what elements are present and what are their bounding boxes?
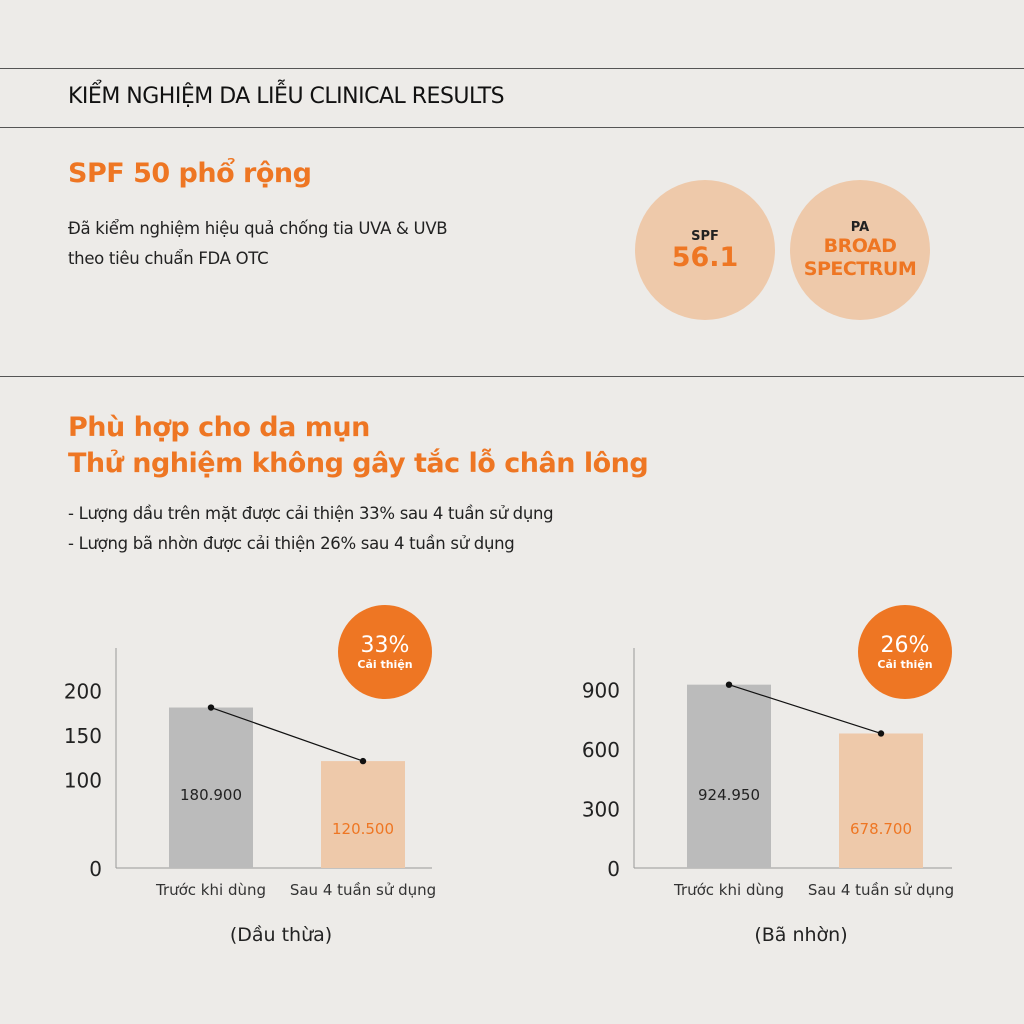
acne-heading-line: Thử nghiệm không gây tắc lỗ chân lông: [68, 448, 649, 479]
divider: [0, 68, 1024, 69]
y-tick-label: 0: [607, 857, 620, 881]
spf-heading: SPF 50 phổ rộng: [68, 158, 312, 189]
spf-badge: SPF 56.1: [635, 180, 775, 320]
improvement-badge-oil: 33% Cải thiện: [338, 605, 432, 699]
y-tick-label: 200: [64, 680, 102, 704]
x-tick-label: Trước khi dùng: [673, 881, 784, 899]
data-point: [359, 757, 367, 765]
y-tick-label: 150: [64, 724, 102, 748]
page-title: KIỂM NGHIỆM DA LIỄU CLINICAL RESULTS: [68, 84, 505, 109]
trend-line: [210, 706, 364, 762]
bar: [839, 733, 923, 868]
acne-bullets: - Lượng dầu trên mặt được cải thiện 33% …: [68, 499, 554, 559]
bar: [169, 707, 253, 868]
bar-value-label: 924.950: [698, 786, 760, 804]
y-tick-label: 0: [89, 857, 102, 881]
y-tick-label: 300: [582, 798, 620, 822]
divider: [0, 376, 1024, 377]
badge-label: Cải thiện: [877, 657, 933, 671]
acne-heading: Phù hợp cho da mụn Thử nghiệm không gây …: [68, 410, 649, 482]
bullet-item: - Lượng dầu trên mặt được cải thiện 33% …: [68, 504, 554, 523]
bar: [321, 761, 405, 868]
pa-badge-value: SPECTRUM: [803, 257, 917, 280]
y-tick-label: 100: [64, 768, 102, 792]
bar: [687, 684, 771, 868]
x-tick-label: Sau 4 tuần sử dụng: [290, 881, 436, 899]
bar-value-label: 678.700: [850, 820, 912, 838]
divider: [0, 127, 1024, 128]
data-point: [877, 730, 885, 737]
spf-badge-label: SPF: [691, 228, 719, 244]
spf-description: Đã kiểm nghiệm hiệu quả chống tia UVA & …: [68, 214, 448, 274]
data-point: [207, 704, 215, 711]
x-tick-label: Trước khi dùng: [155, 881, 266, 899]
badge-value: 26%: [880, 632, 930, 658]
data-point: [725, 681, 733, 688]
pa-badge-label: PA: [850, 219, 870, 235]
spf-badge-value: 56.1: [671, 241, 739, 273]
badge-value: 33%: [360, 632, 410, 658]
chart-caption: (Bã nhờn): [754, 924, 848, 946]
pa-badge: PA BROAD SPECTRUM: [790, 180, 930, 320]
bullet-item: - Lượng bã nhờn được cải thiện 26% sau 4…: [68, 534, 515, 553]
x-tick-label: Sau 4 tuần sử dụng: [808, 881, 954, 899]
spf-line: theo tiêu chuẩn FDA OTC: [68, 249, 269, 268]
acne-heading-line: Phù hợp cho da mụn: [68, 412, 370, 443]
y-tick-label: 900: [582, 679, 620, 703]
bar-value-label: 180.900: [180, 786, 242, 804]
badge-label: Cải thiện: [357, 657, 413, 671]
y-tick-label: 600: [582, 738, 620, 762]
chart-caption: (Dầu thừa): [229, 924, 333, 946]
trend-line: [728, 684, 882, 735]
spf-line: Đã kiểm nghiệm hiệu quả chống tia UVA & …: [68, 219, 448, 238]
improvement-badge-sebum: 26% Cải thiện: [858, 605, 952, 699]
pa-badge-value: BROAD: [823, 234, 897, 257]
bar-value-label: 120.500: [332, 820, 394, 838]
